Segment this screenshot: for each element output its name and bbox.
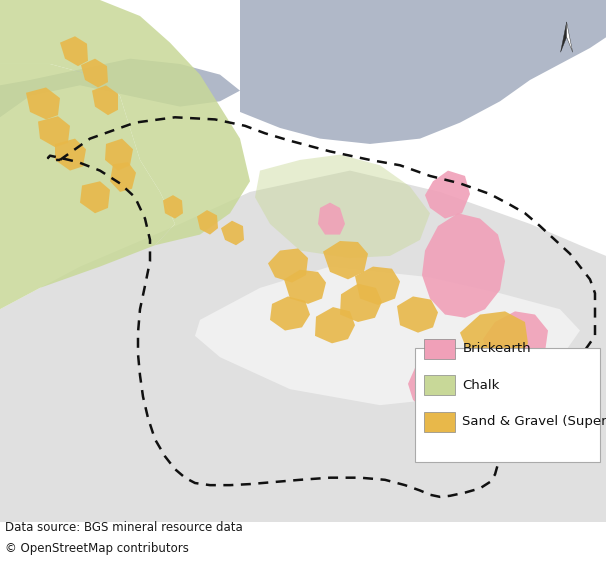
Polygon shape [55, 139, 86, 171]
Polygon shape [0, 171, 606, 522]
Polygon shape [460, 311, 528, 368]
Polygon shape [425, 395, 465, 459]
Text: Data source: BGS mineral resource data: Data source: BGS mineral resource data [5, 521, 242, 534]
Polygon shape [0, 64, 175, 309]
Bar [424, 339, 455, 359]
Polygon shape [60, 36, 88, 66]
FancyBboxPatch shape [415, 348, 600, 463]
Polygon shape [0, 59, 240, 117]
Polygon shape [81, 59, 108, 87]
Polygon shape [422, 213, 505, 317]
Text: Brickearth: Brickearth [462, 342, 531, 355]
Polygon shape [340, 284, 382, 322]
Text: © OpenStreetMap contributors: © OpenStreetMap contributors [5, 542, 188, 555]
Polygon shape [240, 0, 606, 144]
Polygon shape [268, 248, 308, 283]
Polygon shape [0, 0, 250, 245]
Polygon shape [92, 85, 118, 115]
Polygon shape [323, 241, 368, 279]
Polygon shape [561, 22, 567, 52]
Text: Chalk: Chalk [462, 379, 500, 392]
Polygon shape [355, 267, 400, 305]
Polygon shape [38, 116, 70, 147]
Polygon shape [221, 221, 244, 245]
Polygon shape [492, 375, 558, 437]
Polygon shape [408, 363, 450, 416]
Polygon shape [483, 311, 548, 373]
Polygon shape [425, 171, 470, 219]
Polygon shape [26, 87, 60, 119]
Polygon shape [195, 267, 580, 405]
Bar [424, 412, 455, 432]
Polygon shape [255, 155, 430, 258]
Bar [424, 375, 455, 395]
Polygon shape [270, 296, 310, 331]
Polygon shape [397, 296, 438, 333]
Text: Sand & Gravel (Superficial): Sand & Gravel (Superficial) [462, 415, 606, 428]
Polygon shape [105, 139, 133, 171]
Polygon shape [284, 270, 326, 304]
Polygon shape [80, 181, 110, 213]
Polygon shape [318, 203, 345, 235]
Polygon shape [197, 210, 218, 235]
Polygon shape [567, 22, 573, 52]
Polygon shape [315, 307, 355, 343]
Polygon shape [110, 162, 136, 192]
Polygon shape [163, 195, 183, 219]
